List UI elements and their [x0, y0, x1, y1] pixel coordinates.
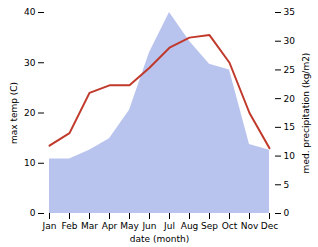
svg-text:May: May: [120, 221, 139, 231]
svg-text:Feb: Feb: [62, 221, 78, 231]
svg-text:Jan: Jan: [42, 221, 57, 231]
svg-text:max temp (C): max temp (C): [9, 82, 19, 144]
svg-text:40: 40: [24, 7, 36, 17]
svg-text:0: 0: [30, 208, 36, 218]
svg-text:30: 30: [24, 58, 36, 68]
svg-text:20: 20: [24, 108, 36, 118]
svg-text:date (month): date (month): [130, 234, 189, 244]
svg-text:Oct: Oct: [222, 221, 238, 231]
svg-text:35: 35: [284, 7, 295, 17]
svg-text:15: 15: [284, 122, 295, 132]
svg-text:Aug: Aug: [181, 221, 199, 231]
svg-text:30: 30: [284, 36, 296, 46]
svg-text:Nov: Nov: [241, 221, 259, 231]
svg-text:Apr: Apr: [102, 221, 118, 231]
svg-text:Dec: Dec: [261, 221, 278, 231]
svg-text:0: 0: [284, 208, 290, 218]
svg-text:med. precipitation (kg/m2): med. precipitation (kg/m2): [301, 53, 311, 174]
svg-text:10: 10: [284, 151, 296, 161]
svg-text:10: 10: [24, 158, 36, 168]
svg-text:5: 5: [284, 180, 290, 190]
svg-text:Jun: Jun: [141, 221, 156, 231]
svg-text:Mar: Mar: [81, 221, 98, 231]
svg-text:20: 20: [284, 94, 296, 104]
svg-text:25: 25: [284, 65, 295, 75]
svg-text:Sep: Sep: [201, 221, 218, 231]
svg-text:Jul: Jul: [163, 221, 175, 231]
